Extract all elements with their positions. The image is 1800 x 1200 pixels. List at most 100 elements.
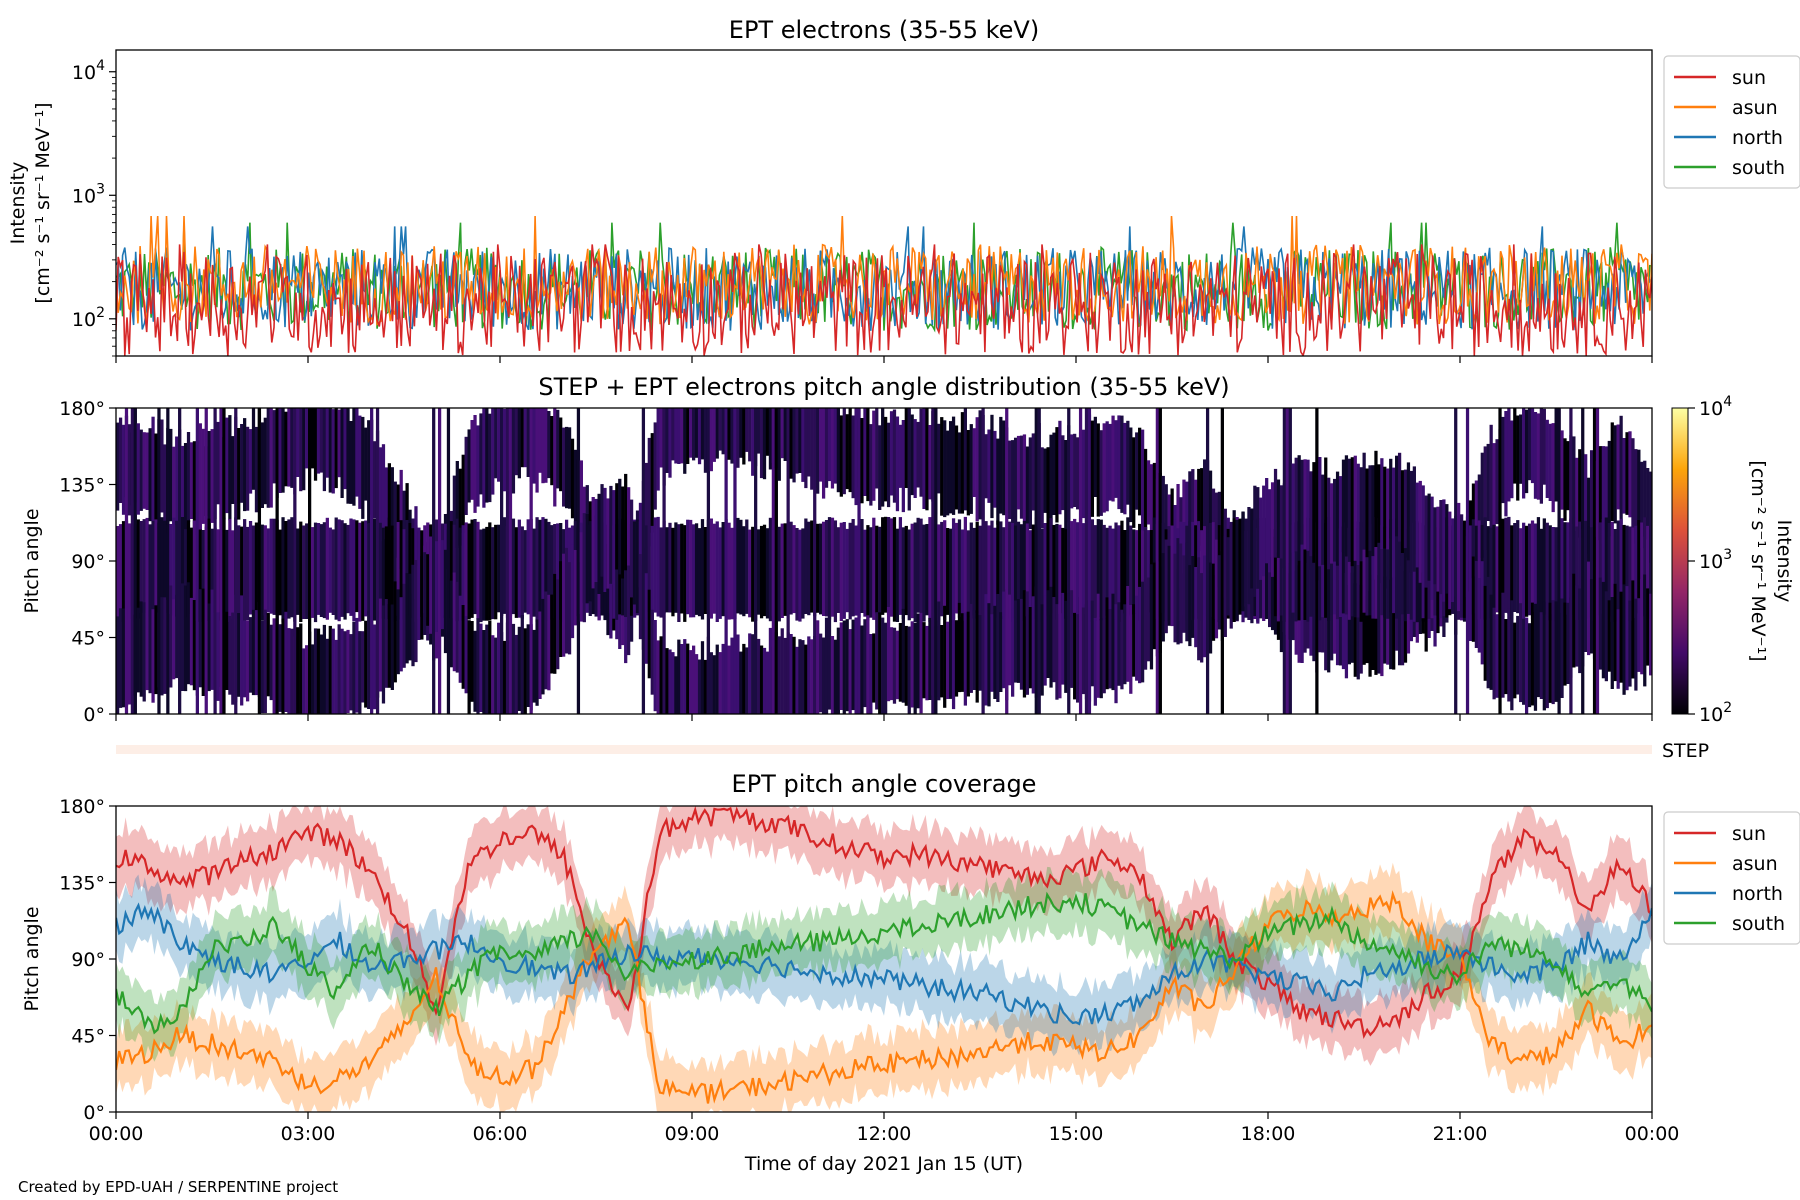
- heatmap-cell: [532, 629, 536, 703]
- heatmap-cell: [1566, 602, 1570, 684]
- heatmap-cell: [588, 521, 592, 602]
- heatmap-cell: [839, 522, 843, 621]
- heatmap-cell: [892, 627, 897, 704]
- heatmap-cell: [440, 540, 445, 630]
- heatmap-cell: [1096, 593, 1100, 698]
- heatmap-cell: [647, 517, 651, 613]
- heatmap-cell: [514, 408, 519, 476]
- heatmap-cell: [872, 633, 876, 703]
- heatmap-cell: [990, 414, 994, 519]
- x-tick-label: 21:00: [1433, 1123, 1488, 1145]
- heatmap-cell: [972, 527, 976, 619]
- heatmap-cell: [1566, 522, 1570, 615]
- heatmap-cell: [1371, 574, 1375, 670]
- heatmap-cell: [680, 523, 684, 614]
- heatmap-cell: [556, 579, 560, 670]
- heatmap-cell: [455, 461, 459, 548]
- heatmap-cell: [497, 408, 501, 482]
- heatmap-cell: [1256, 487, 1260, 589]
- heatmap-cell: [544, 591, 548, 690]
- heatmap-cell: [316, 628, 321, 714]
- y-tick-label: 104: [72, 58, 105, 84]
- heatmap-cell: [892, 409, 897, 503]
- heatmap-cell: [293, 408, 297, 714]
- heatmap-cell: [1539, 528, 1543, 618]
- heatmap-cell: [904, 625, 908, 706]
- heatmap-cell: [1285, 408, 1289, 714]
- series-line-south: [116, 891, 1652, 1035]
- heatmap-cell: [1566, 441, 1570, 511]
- series-line-north: [116, 226, 1652, 331]
- heatmap-cell: [1152, 462, 1157, 542]
- heatmap-cell: [562, 553, 566, 657]
- heatmap-cell: [748, 529, 752, 618]
- heatmap-cell: [1477, 578, 1481, 653]
- legend-frame: [1663, 811, 1800, 945]
- heatmap-cell: [523, 628, 527, 714]
- heatmap-cell: [136, 519, 140, 619]
- heatmap-cell: [1454, 408, 1458, 714]
- heatmap-cell: [984, 434, 988, 499]
- heatmap-cell: [189, 527, 194, 615]
- heatmap-cell: [121, 608, 126, 708]
- heatmap-cell: [355, 617, 359, 713]
- heatmap-cell: [656, 408, 660, 491]
- heatmap-cell: [1016, 435, 1021, 510]
- legend-label-asun: asun: [1732, 853, 1778, 875]
- heatmap-cell: [1581, 408, 1585, 714]
- heatmap-cell: [857, 408, 861, 714]
- heatmap-cell: [151, 520, 155, 619]
- heatmap-cell: [1093, 416, 1097, 497]
- heatmap-cell: [1096, 519, 1100, 618]
- heatmap-cell: [1622, 524, 1626, 618]
- heatmap-cell: [946, 528, 950, 615]
- heatmap-cell: [278, 529, 282, 616]
- heatmap-cell: [951, 518, 956, 620]
- heatmap-cell: [863, 619, 867, 708]
- heatmap-cell: [1108, 525, 1112, 618]
- heatmap-cell: [786, 408, 790, 714]
- heatmap-cell: [1279, 527, 1284, 616]
- heatmap-cell: [532, 408, 536, 484]
- heatmap-cell: [160, 517, 164, 615]
- heatmap-cell: [709, 518, 713, 619]
- heatmap-cell: [1126, 586, 1130, 682]
- x-tick-label: 15:00: [1049, 1123, 1104, 1145]
- heatmap-cell: [381, 444, 386, 542]
- heatmap-cell: [824, 408, 829, 488]
- heatmap-cell: [387, 463, 391, 538]
- heatmap-cell: [895, 416, 900, 512]
- heatmap-cell: [1123, 422, 1127, 515]
- heatmap-cell: [325, 517, 329, 620]
- heatmap-cell: [1495, 526, 1499, 613]
- heatmap-cell: [1374, 579, 1378, 675]
- heatmap-cell: [910, 523, 914, 619]
- heatmap-cell: [1273, 468, 1278, 558]
- heatmap-cell: [180, 583, 185, 691]
- heatmap-cell: [830, 517, 835, 617]
- heatmap-cell: [1327, 573, 1331, 673]
- heatmap-cell: [612, 490, 616, 585]
- heatmap-cell: [1102, 618, 1106, 694]
- heatmap-cell: [1625, 525, 1629, 622]
- heatmap-cell: [237, 613, 241, 697]
- heatmap-cell: [742, 526, 746, 617]
- heatmap-cell: [615, 524, 619, 620]
- heatmap-cell: [692, 645, 696, 714]
- heatmap-cell: [1513, 622, 1517, 699]
- heatmap-cell: [736, 517, 740, 614]
- heatmap-cell: [913, 622, 917, 714]
- y-tick-label: 102: [72, 305, 105, 331]
- heatmap-cell: [759, 408, 764, 479]
- heatmap-cell: [1108, 609, 1112, 689]
- heatmap-cell: [520, 615, 524, 714]
- heatmap-cell: [1421, 485, 1425, 573]
- heatmap-cell: [777, 526, 781, 622]
- heatmap-cell: [792, 525, 796, 614]
- heatmap-cell: [662, 408, 666, 714]
- heatmap-cell: [248, 521, 253, 615]
- heatmap-cell: [343, 523, 347, 620]
- heatmap-cell: [1335, 518, 1340, 620]
- heatmap-cell: [765, 408, 770, 456]
- heatmap-cell: [851, 619, 855, 711]
